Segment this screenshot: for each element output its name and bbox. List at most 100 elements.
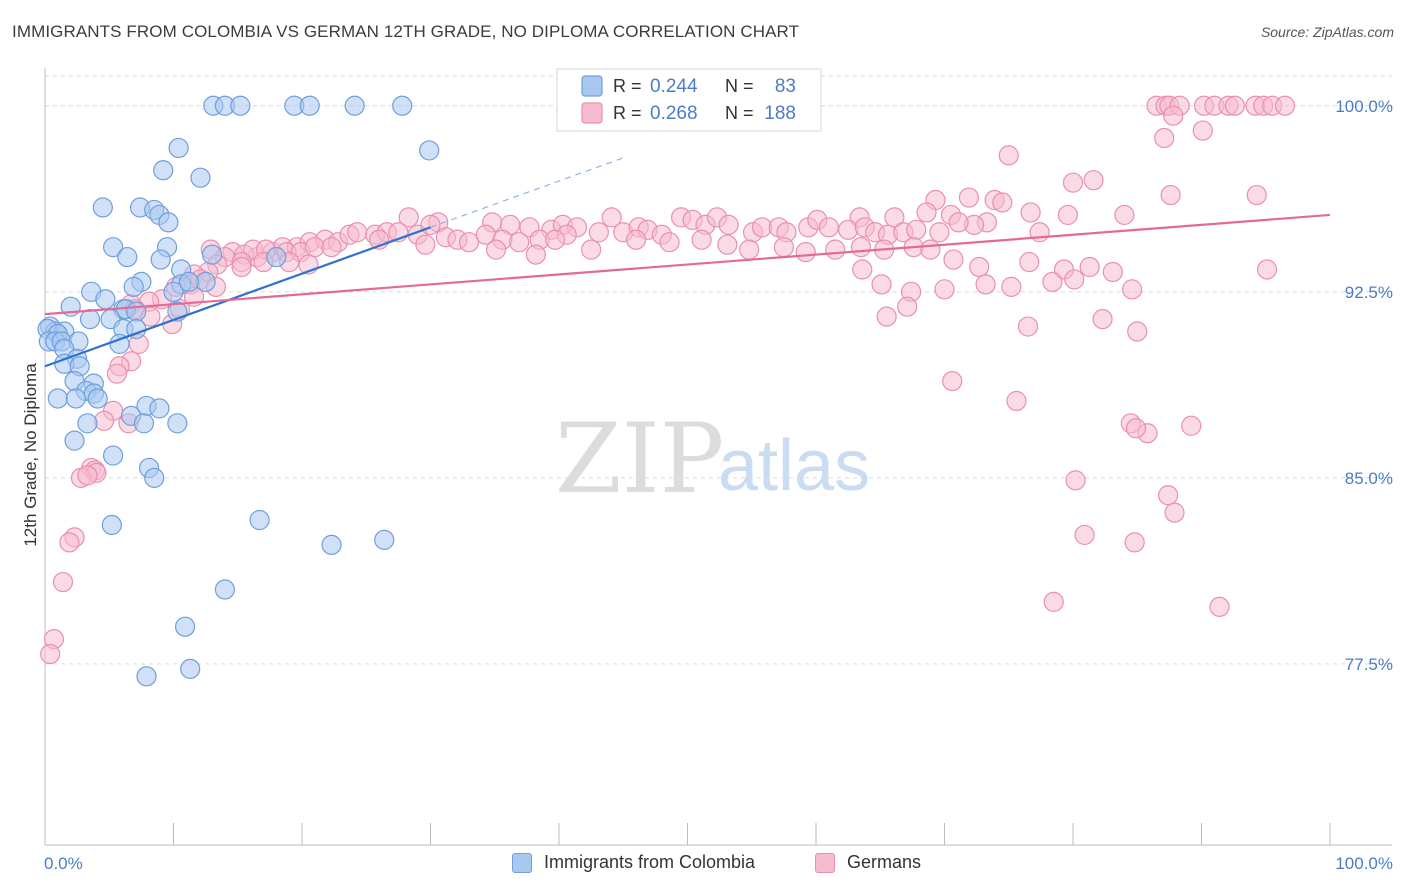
- germans-point: [852, 259, 873, 280]
- colombia-point: [77, 413, 98, 434]
- colombia-point: [190, 167, 211, 188]
- colombia-point: [95, 289, 116, 310]
- legend-swatch: [581, 102, 603, 124]
- germans-point: [509, 232, 530, 253]
- germans-point: [40, 643, 61, 665]
- stats-legend: R = 0.244 N = 83 R = 0.268 N = 188: [556, 68, 822, 132]
- germans-point: [1124, 532, 1145, 553]
- watermark-atlas: atlas: [718, 426, 870, 506]
- colombia-point: [103, 237, 124, 258]
- germans-point: [969, 256, 990, 278]
- germans-point: [1125, 418, 1147, 439]
- germans-point: [884, 207, 905, 228]
- germans-point: [1043, 591, 1064, 612]
- germans-point: [850, 237, 872, 258]
- colombia-point: [65, 388, 86, 409]
- germans-trend-line: [44, 213, 1331, 316]
- germans-point: [1079, 256, 1100, 278]
- germans-point: [1209, 596, 1230, 617]
- legend-item-germans[interactable]: Germans: [815, 852, 921, 873]
- germans-point: [975, 274, 996, 295]
- legend-r-value: 0.268: [650, 103, 698, 124]
- germans-point: [625, 229, 647, 250]
- germans-point: [1181, 415, 1202, 436]
- colombia-point: [136, 666, 157, 687]
- y-tick-labels: 77.5% 85.0% 92.5% 100.0%: [1335, 97, 1393, 674]
- colombia-point: [214, 579, 235, 600]
- legend-r-value: 0.244: [650, 76, 698, 97]
- colombia-point: [153, 160, 174, 181]
- x-tick-label-min: 0.0%: [44, 854, 83, 873]
- germans-point: [958, 187, 980, 208]
- germans-point: [106, 363, 128, 384]
- x-tick-label-max: 100.0%: [1335, 854, 1393, 873]
- germans-point: [77, 465, 98, 486]
- germans-point: [1001, 276, 1022, 297]
- germans-point: [1154, 127, 1175, 149]
- germans-point: [948, 212, 969, 233]
- colombia-point: [344, 95, 365, 116]
- legend-n-label: N =: [725, 103, 754, 123]
- germans-point: [818, 217, 839, 238]
- germans-point: [838, 219, 859, 240]
- germans-point: [1019, 251, 1040, 273]
- legend-swatch-pink: [815, 852, 835, 873]
- colombia-point: [167, 413, 188, 434]
- germans-point: [1192, 120, 1213, 141]
- germans-point: [739, 239, 760, 260]
- colombia-point: [174, 616, 196, 637]
- germans-point: [1224, 95, 1246, 116]
- germans-point: [871, 274, 892, 295]
- colombia-point: [178, 271, 200, 292]
- source-label: Source: ZipAtlas.com: [1260, 24, 1394, 40]
- grid-lines: [45, 75, 1392, 665]
- germans-point: [415, 234, 436, 255]
- legend-item-colombia[interactable]: Immigrants from Colombia: [512, 852, 755, 873]
- colombia-point: [230, 95, 251, 116]
- germans-point: [581, 239, 602, 260]
- germans-point: [1256, 259, 1278, 280]
- watermark: ZIP atlas: [555, 403, 870, 515]
- colombia-point: [158, 212, 179, 233]
- germans-point: [1163, 105, 1184, 126]
- colombia-point: [163, 281, 184, 302]
- germans-point: [795, 242, 816, 263]
- germans-point: [1017, 316, 1039, 337]
- germans-point: [1102, 261, 1123, 283]
- colombia-point: [249, 509, 270, 531]
- colombia-point: [103, 445, 124, 466]
- colombia-point: [123, 276, 144, 297]
- germans-point: [934, 279, 955, 300]
- x-tick-labels: 0.0% 100.0%: [44, 854, 1393, 873]
- germans-point: [1274, 95, 1296, 116]
- colombia-point: [168, 137, 189, 159]
- colombia-point: [392, 95, 413, 116]
- germans-point: [347, 222, 368, 243]
- legend-r-label: R =: [613, 76, 642, 96]
- trend-lines: [44, 157, 1331, 368]
- germans-point: [59, 532, 80, 553]
- germans-point: [1246, 184, 1267, 206]
- legend-swatch: [581, 75, 603, 97]
- colombia-point: [64, 430, 85, 451]
- colombia-point: [180, 658, 201, 679]
- colombia-point: [126, 301, 147, 322]
- colombia-point: [150, 249, 171, 270]
- colombia-point: [149, 398, 170, 419]
- germans-point: [458, 232, 480, 253]
- legend-n-value: 188: [764, 103, 796, 124]
- germans-point: [398, 207, 419, 228]
- colombia-point: [299, 95, 320, 116]
- germans-point: [1164, 502, 1185, 523]
- colombia-point: [101, 514, 122, 536]
- watermark-zip: ZIP: [555, 403, 724, 515]
- germans-point: [825, 239, 846, 260]
- germans-point: [1114, 204, 1135, 226]
- legend-swatch-blue: [512, 852, 532, 873]
- germans-point: [992, 192, 1013, 213]
- colombia-point: [266, 246, 287, 268]
- germans-point: [1020, 202, 1041, 223]
- y-tick-label: 100.0%: [1335, 97, 1393, 116]
- colombia-point: [117, 246, 138, 268]
- germans-point: [601, 207, 622, 228]
